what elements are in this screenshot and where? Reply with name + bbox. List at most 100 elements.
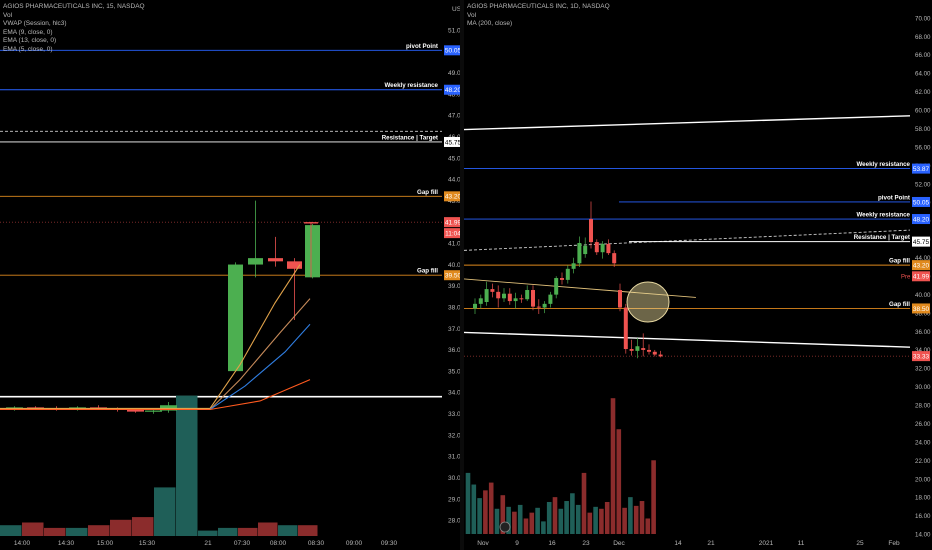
pane-divider[interactable] <box>460 0 464 550</box>
volume-bar <box>0 525 22 536</box>
x-tick-label: 23 <box>582 540 590 547</box>
volume-bar <box>512 511 517 534</box>
y-tick-label: 40.00 <box>915 292 931 299</box>
chart-15min[interactable]: USD 28.00 29.00 30.00 31.00 32.00 33.00 34.00 35… <box>0 0 460 550</box>
legend-title: AGIOS PHARMACEUTICALS INC, 15, NASDAQ <box>3 3 145 10</box>
y-tick-label: 49.00 <box>448 70 460 77</box>
y-tick-label: 48.00 <box>448 91 460 98</box>
volume-bar <box>633 505 639 534</box>
candle-body <box>507 293 512 302</box>
volume-bar <box>564 501 569 534</box>
y-tick-label: 52.00 <box>915 181 931 188</box>
y-tick-label: 32.00 <box>915 366 931 373</box>
volume-bar <box>552 497 558 534</box>
candle-body <box>228 264 243 372</box>
candle-body <box>502 293 506 299</box>
x-tick-label: 11 <box>798 540 805 547</box>
candle-body <box>542 303 547 308</box>
x-tick-label: 08:30 <box>308 540 325 547</box>
candle-body <box>554 278 559 295</box>
level-label: Resistance | Target <box>854 234 910 241</box>
level-label: pivot Point <box>406 43 438 50</box>
candle-body <box>600 243 605 253</box>
level-label: Weekly resistance <box>856 212 910 219</box>
level-price-tag: 53.87 <box>913 166 930 173</box>
volume-bar <box>610 398 616 534</box>
y-tick-label: 34.00 <box>448 390 460 397</box>
y-tick-label: 62.00 <box>915 89 931 96</box>
chart-15min-canvas[interactable]: USD 28.00 29.00 30.00 31.00 32.00 33.00 34.00 35… <box>0 0 460 550</box>
volume-bar <box>44 527 66 536</box>
candle-body <box>594 242 599 253</box>
x-tick-label: 9 <box>515 540 519 547</box>
premarket-price-tag: 41.99 <box>913 274 930 281</box>
level-price-tag: 38.50 <box>913 306 930 313</box>
y-tick-label: 39.00 <box>448 283 460 290</box>
volume-bar <box>218 527 238 536</box>
currency-label: USD <box>452 6 460 13</box>
candle-body <box>652 351 657 355</box>
x-tick-label: 16 <box>548 540 556 547</box>
x-tick-label: 21 <box>204 540 212 547</box>
y-tick-label: 68.00 <box>915 34 931 41</box>
y-tick-label: 41.00 <box>448 241 460 248</box>
y-tick-label: 31.00 <box>448 454 460 461</box>
candle-body <box>478 298 483 304</box>
x-tick-label: Feb <box>888 540 900 547</box>
candle-body <box>641 348 646 350</box>
volume-bar <box>154 487 176 536</box>
candle-body <box>127 409 144 412</box>
legend-ema-9: EMA (9, close, 0) <box>3 28 53 36</box>
last-price-tag-bg <box>912 351 930 362</box>
volume-bar <box>604 501 610 534</box>
chart-daily[interactable]: 14.00 16.00 18.00 20.00 22.00 24.00 26.00 28.00… <box>464 0 932 550</box>
x-tick-label: Dec <box>613 540 625 547</box>
y-tick-label: 29.00 <box>448 496 460 503</box>
candle-body <box>145 410 162 412</box>
legend-vwap: VWAP (Session, hlc3) <box>3 20 67 28</box>
y-tick-label: 60.00 <box>915 108 931 115</box>
level-label: pivot Point <box>878 194 910 201</box>
volume-bar <box>176 395 198 536</box>
x-tick-label: 14:30 <box>58 540 75 547</box>
y-tick-label: 30.00 <box>915 384 931 391</box>
ema-5-line <box>0 264 301 409</box>
candle-body <box>548 294 553 304</box>
volume-bar <box>66 527 88 536</box>
candle-body <box>647 349 651 352</box>
premarket-label: Pre <box>901 275 911 281</box>
trend-line <box>464 229 911 251</box>
volume-bar <box>258 522 278 536</box>
chart-daily-canvas[interactable]: 14.00 16.00 18.00 20.00 22.00 24.00 26.00 28.00… <box>464 0 932 550</box>
volume-bar <box>639 501 645 534</box>
y-tick-label: 56.00 <box>915 144 931 151</box>
volume-bar <box>110 519 132 536</box>
volume-bar <box>517 504 523 534</box>
level-price-tag: 48.20 <box>445 87 460 94</box>
volume-bar <box>616 429 622 534</box>
last-price-tag: 33.33 <box>913 354 930 361</box>
volume-bar <box>500 495 506 534</box>
candle-body <box>248 258 263 265</box>
level-price-tag: 43.20 <box>445 194 460 201</box>
highlight-ellipse <box>626 281 670 323</box>
y-tick-label: 47.00 <box>448 113 460 120</box>
legend-vol: Vol <box>3 11 13 19</box>
level-price-tag: 43.20 <box>913 263 930 270</box>
volume-bar <box>483 490 488 534</box>
volume-bar <box>494 508 500 534</box>
level-price-tag-bg <box>444 270 460 281</box>
candle-body <box>513 298 518 302</box>
candle-body <box>496 291 501 299</box>
candle-body <box>536 306 541 308</box>
volume-bar <box>198 530 218 536</box>
legend-ema-5: EMA (5, close, 0) <box>3 45 53 53</box>
volume-bar <box>546 501 552 534</box>
level-label: Resistance | Target <box>382 134 438 141</box>
vwap-line <box>0 379 311 411</box>
candle-body <box>560 278 564 280</box>
y-tick-label: 28.00 <box>448 518 460 525</box>
x-tick-label: 15:00 <box>97 540 114 547</box>
volume-bar <box>477 498 482 534</box>
volume-bar <box>88 525 110 536</box>
